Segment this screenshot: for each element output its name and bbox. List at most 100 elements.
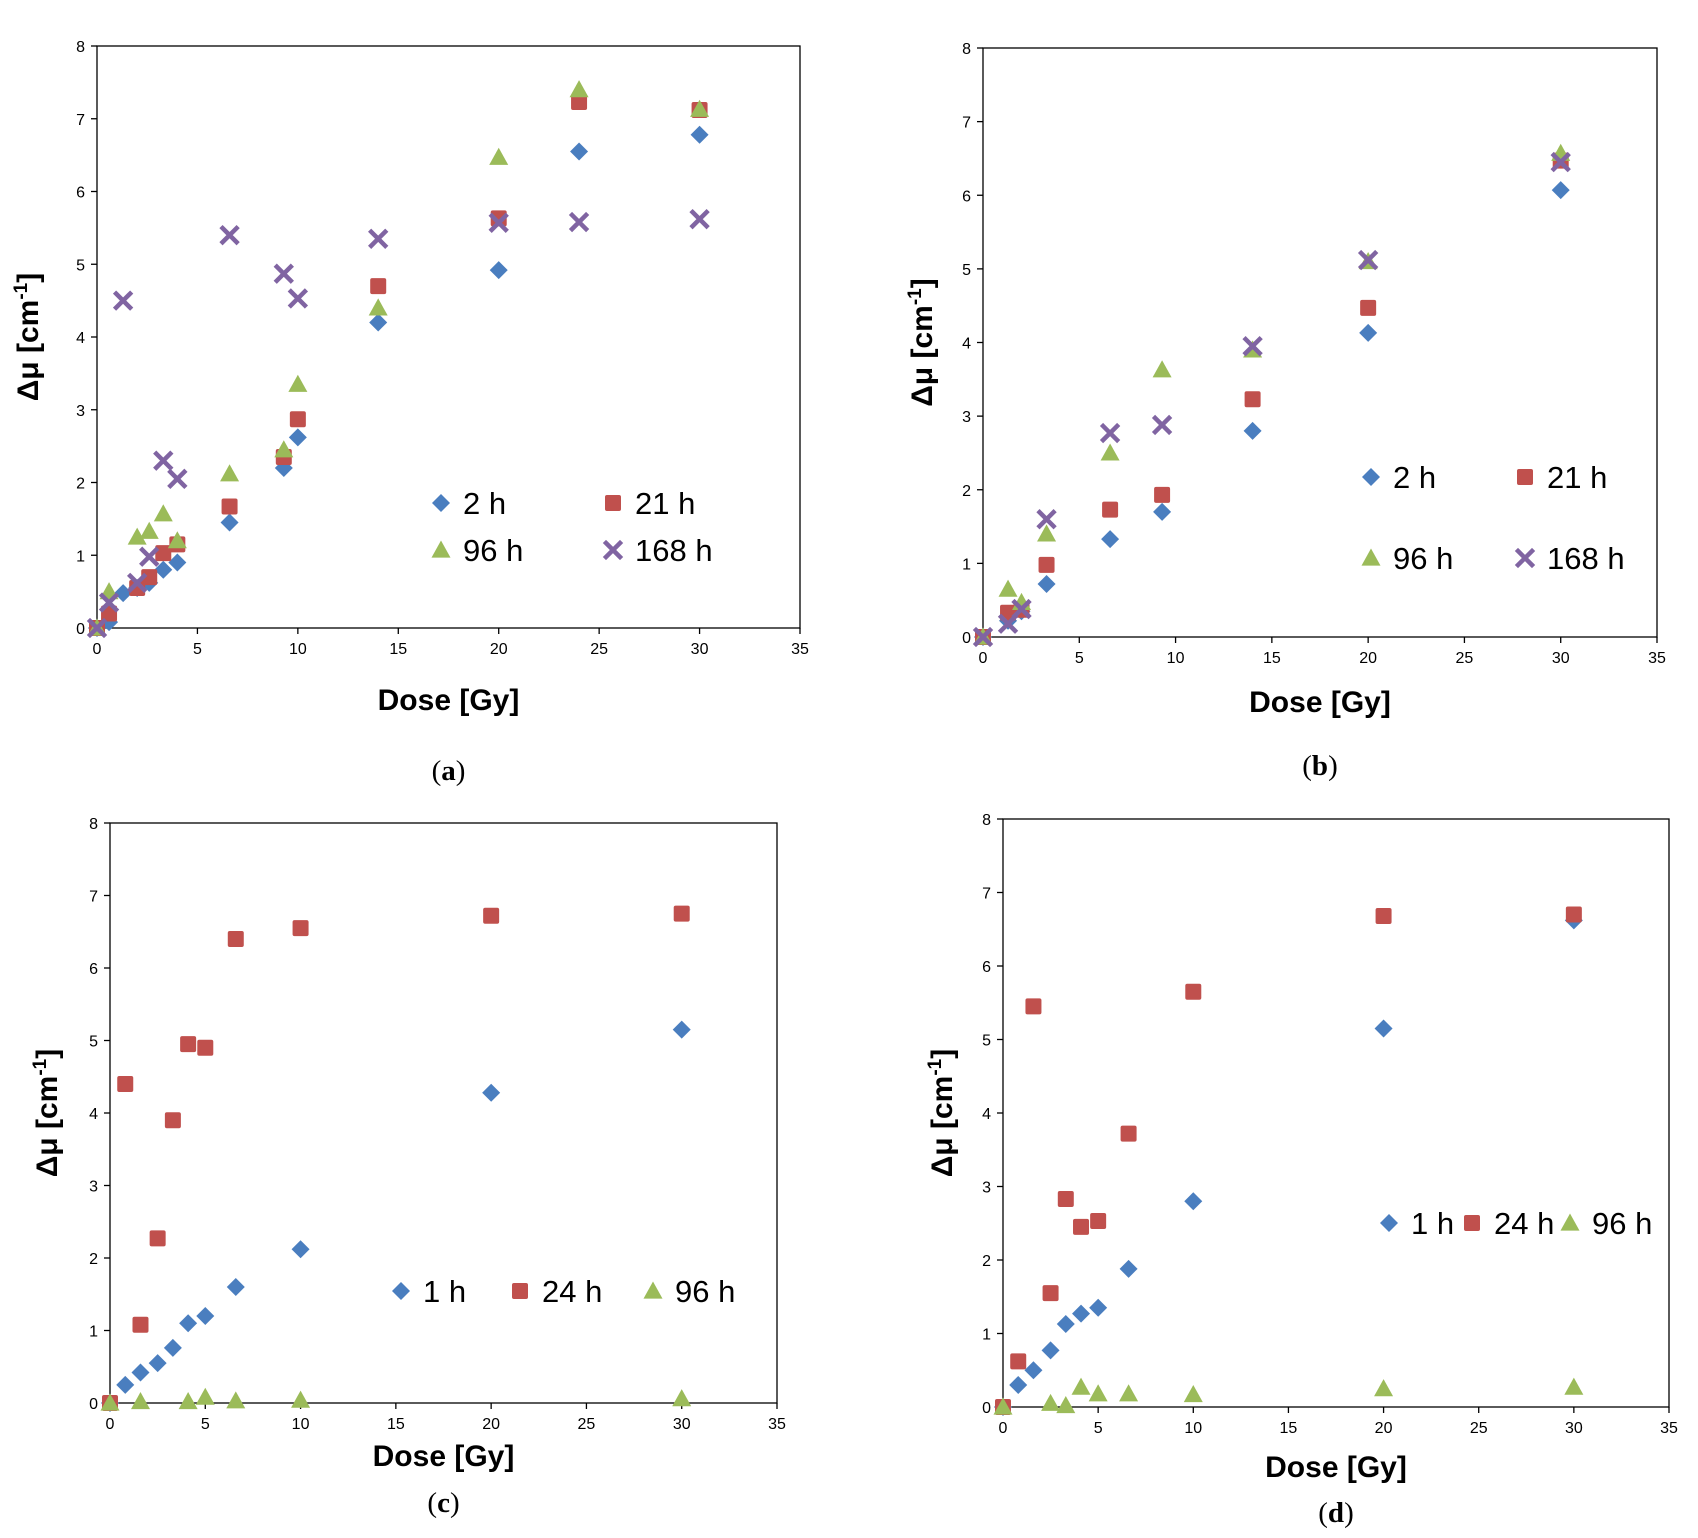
data-point — [117, 1076, 134, 1092]
data-point — [131, 1363, 150, 1382]
legend-item: 96 h — [643, 1274, 735, 1309]
x-tick-label: 15 — [1263, 650, 1281, 667]
y-tick-label: 5 — [962, 262, 971, 279]
data-point — [292, 920, 309, 937]
legend-label: 96 h — [1592, 1206, 1652, 1241]
data-point — [1184, 1192, 1203, 1211]
panel-caption: (c) — [427, 1487, 459, 1519]
data-point — [291, 1390, 311, 1408]
data-point — [1024, 1361, 1043, 1380]
data-point — [164, 1112, 181, 1129]
y-tick-label: 2 — [89, 1251, 98, 1268]
legend: 2 h 21 h 96 h 168 h — [431, 486, 713, 568]
y-tick-label: 4 — [89, 1106, 98, 1123]
data-point — [1101, 530, 1120, 549]
y-tick-label: 5 — [982, 1033, 991, 1050]
data-point — [1550, 151, 1571, 173]
legend-label: 96 h — [463, 533, 523, 568]
series-21h — [975, 152, 1569, 645]
chart-panel-b: 0 1 2 3 4 5 6 7 8 0 5 10 15 20 25 30 35 Dose [Gy] Δμ [cm-1… — [905, 41, 1666, 782]
data-point — [1154, 486, 1171, 503]
y-tick-label: 3 — [982, 1180, 991, 1197]
series-96h — [973, 143, 1571, 645]
data-point — [98, 592, 120, 613]
y-tick-label: 1 — [962, 556, 971, 573]
x-tick-label: 20 — [490, 641, 508, 658]
data-point — [196, 1307, 215, 1325]
data-point — [1009, 1375, 1028, 1394]
data-point — [1100, 443, 1120, 461]
y-axis-title: Δμ [cm-1] — [905, 278, 939, 407]
y-tick-label: 7 — [962, 115, 971, 132]
legend-item: 21 h — [1517, 460, 1607, 495]
data-point — [482, 1083, 501, 1102]
x-tick-label: 5 — [1075, 650, 1084, 667]
y-tick-label: 8 — [982, 812, 991, 829]
legend-label: 24 h — [1494, 1206, 1554, 1241]
legend-label: 1 h — [423, 1274, 466, 1309]
data-point — [126, 572, 148, 594]
x-tick-label: 15 — [387, 1416, 405, 1433]
data-point — [1011, 598, 1032, 620]
legend-item: 24 h — [1464, 1206, 1554, 1241]
x-tick-label: 10 — [289, 641, 307, 658]
data-point — [1090, 1213, 1107, 1230]
panel-caption: (d) — [1318, 1497, 1353, 1529]
data-point — [141, 569, 158, 586]
data-point — [370, 278, 387, 295]
y-tick-label: 8 — [76, 39, 85, 56]
x-tick-label: 20 — [1359, 650, 1377, 667]
chart-panel-c: 0 1 2 3 4 5 6 7 8 0 5 10 15 20 25 30 35 Dose [Gy] Δμ [cm-1… — [30, 816, 786, 1519]
legend-item: 168 h — [1514, 541, 1625, 576]
data-point — [226, 1278, 245, 1296]
data-point — [220, 513, 239, 532]
y-tick-label: 1 — [89, 1324, 98, 1341]
data-point — [1037, 524, 1057, 542]
data-point — [287, 288, 309, 309]
data-point — [569, 80, 589, 98]
x-tick-label: 0 — [979, 650, 988, 667]
data-point — [490, 210, 507, 227]
data-point — [1037, 574, 1056, 593]
data-point — [227, 931, 244, 947]
legend-item: 2 h — [1362, 460, 1436, 495]
legend: 1 h 24 h 96 h — [392, 1274, 735, 1309]
x-tick-label: 30 — [1565, 1420, 1583, 1437]
data-point — [1151, 414, 1173, 436]
y-tick-label: 0 — [982, 1400, 991, 1417]
data-point — [1357, 249, 1379, 271]
data-point — [1041, 1341, 1060, 1360]
data-point — [1120, 1125, 1137, 1142]
series-2h — [974, 181, 1570, 646]
legend-label: 96 h — [675, 1274, 735, 1309]
legend-label: 21 h — [1547, 460, 1607, 495]
data-point — [139, 521, 159, 539]
data-point — [1375, 908, 1392, 925]
y-tick-label: 8 — [89, 816, 98, 833]
x-axis-title: Dose [Gy] — [1265, 1451, 1407, 1484]
legend-marker — [432, 494, 450, 512]
data-point — [149, 1230, 166, 1247]
legend-item: 1 h — [1380, 1206, 1454, 1241]
y-tick-label: 4 — [76, 330, 85, 347]
data-point — [155, 545, 172, 562]
y-tick-label: 6 — [76, 185, 85, 202]
data-point — [1038, 556, 1055, 573]
legend-label: 24 h — [542, 1274, 602, 1309]
legend-item: 1 h — [392, 1274, 466, 1309]
data-point — [112, 290, 134, 311]
data-point — [180, 1036, 197, 1053]
data-point — [997, 613, 1019, 634]
data-point — [1119, 1259, 1138, 1278]
panel-caption: (b) — [1302, 750, 1337, 782]
data-point — [1374, 1379, 1394, 1397]
y-tick-label: 3 — [89, 1179, 98, 1196]
data-point — [690, 99, 710, 117]
data-point — [489, 261, 508, 280]
data-point — [1242, 335, 1263, 357]
data-point — [570, 142, 589, 161]
data-point — [127, 527, 147, 545]
legend-item: 21 h — [605, 486, 695, 521]
legend-label: 1 h — [1411, 1206, 1454, 1241]
data-point — [1056, 1314, 1075, 1333]
